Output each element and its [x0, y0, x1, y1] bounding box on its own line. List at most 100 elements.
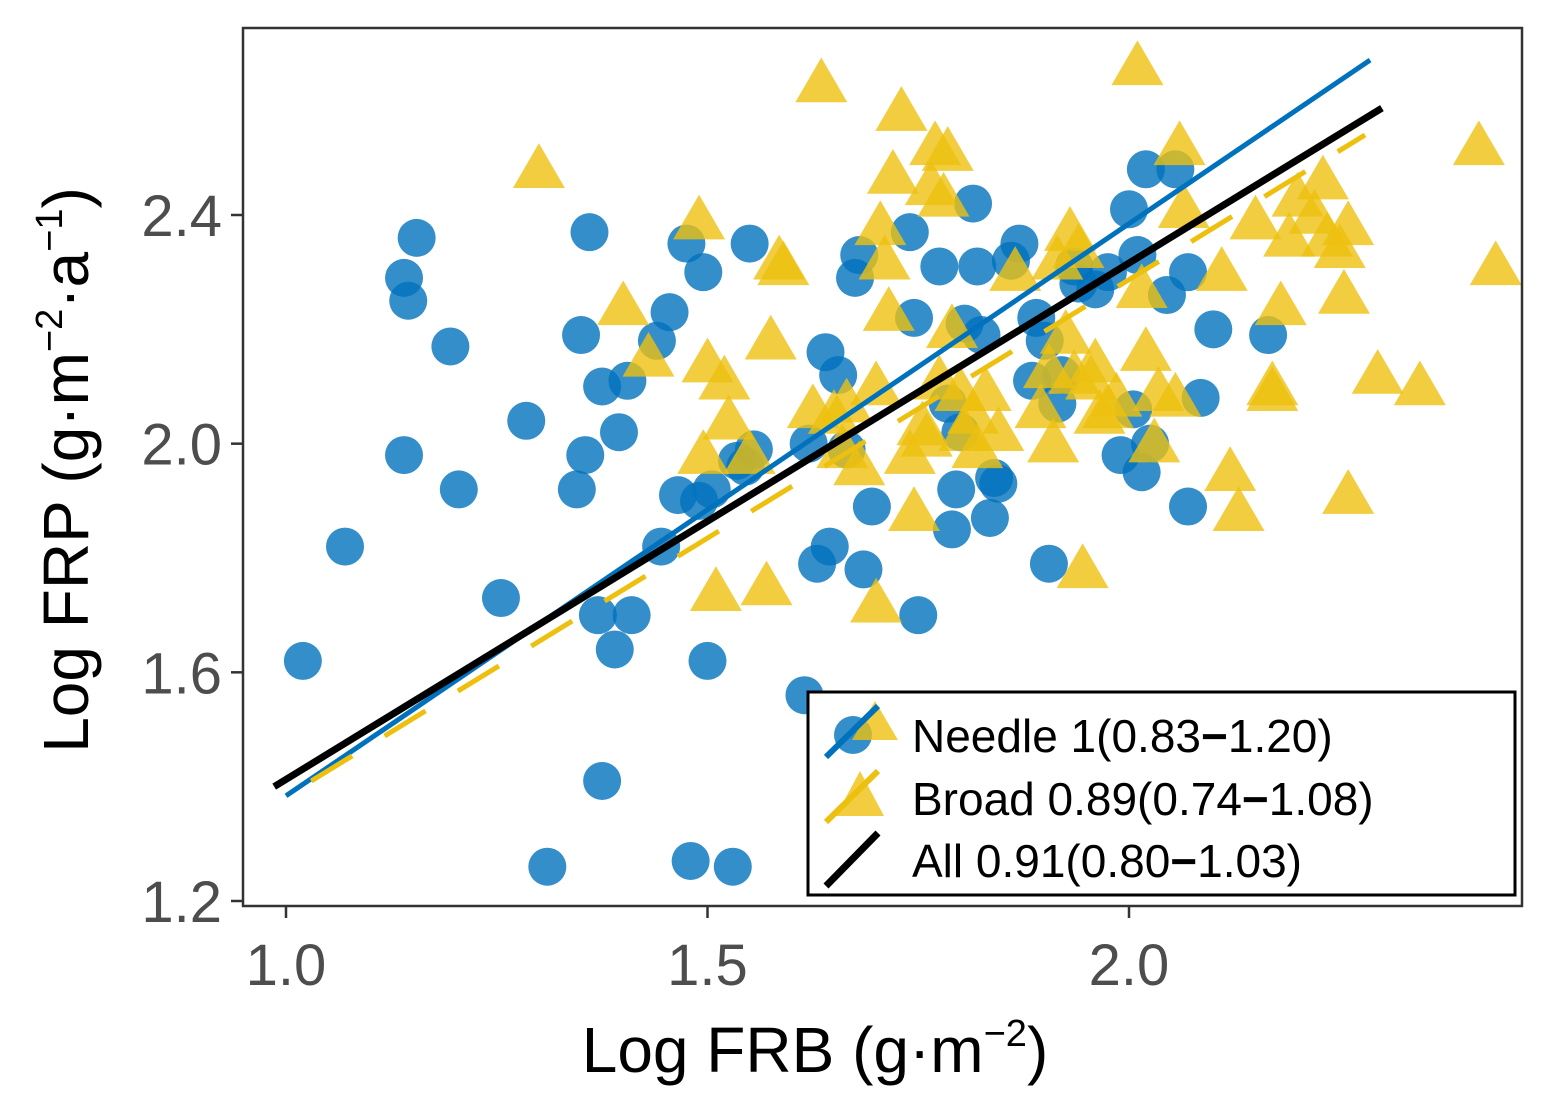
legend-item-broad: Broad 0.89(0.74−1.08) [823, 768, 1374, 825]
needle-point [932, 510, 971, 549]
needle-point [283, 641, 322, 680]
broad-point [698, 354, 751, 400]
y-axis-title-superscript-1: −2 [29, 309, 71, 352]
broad-point [757, 240, 810, 286]
broad-point [1452, 120, 1505, 166]
legend-broad-dash: − [1242, 773, 1269, 825]
needle-point [595, 630, 634, 669]
broad-point [1229, 194, 1282, 240]
needle-point [566, 436, 605, 475]
points-layer [283, 40, 1522, 886]
needle-point [979, 464, 1018, 503]
broad-point [850, 577, 903, 623]
broad-point [673, 194, 726, 240]
broad-point [921, 126, 974, 171]
broad-point [1090, 371, 1143, 417]
x-tick-label: 1.0 [246, 933, 327, 998]
y-tick-label: 2.0 [141, 413, 222, 478]
needle-point [562, 316, 601, 355]
x-axis-title-end: ) [1027, 1014, 1048, 1086]
broad-point [702, 394, 755, 440]
legend-broad-label-a: Broad 0.89(0.74 [912, 773, 1242, 825]
y-axis-title: Log FRP (g·m−2·a−1) [29, 187, 102, 753]
legend-needle-line-icon [823, 703, 881, 760]
x-axis-title: Log FRB (g·m−2) [582, 1013, 1049, 1086]
plot-panel-border [241, 26, 1524, 908]
broad-point [1195, 246, 1248, 291]
broad-point [795, 57, 848, 103]
broad-point [959, 366, 1012, 411]
broad-point [1128, 417, 1181, 463]
legend-broad-label: Broad 0.89(0.74−1.08) [912, 773, 1374, 825]
needle-point [958, 247, 997, 286]
needle-point [692, 470, 731, 509]
needle-point [1169, 253, 1208, 292]
needle-point [1000, 224, 1039, 263]
needle-point [844, 550, 883, 589]
broad-point [1204, 446, 1257, 491]
broad-point [1027, 417, 1080, 463]
needle-point [899, 596, 938, 635]
needle-point [326, 527, 365, 566]
broad-point [1254, 280, 1307, 326]
broad-point [1056, 543, 1109, 589]
x-axis-title-superscript: −2 [984, 1013, 1027, 1055]
all-fit-line [272, 105, 1384, 790]
needle-point [612, 596, 651, 635]
broad-point [677, 429, 730, 474]
needle-point [481, 579, 520, 618]
broad-point [1149, 371, 1202, 417]
needle-point [1126, 150, 1165, 189]
legend-broad-triangle-icon [836, 771, 884, 816]
broad-point [947, 389, 1000, 434]
needle-point [688, 641, 727, 680]
legend-needle-label-a: Needle 1(0.83 [912, 710, 1201, 762]
broad-point [1069, 337, 1122, 383]
broad-point [1246, 366, 1299, 411]
y-axis-title-mid: ·a [30, 251, 102, 308]
y-axis: 1.2 1.6 2.0 2.4 [141, 184, 243, 935]
broad-point [989, 246, 1042, 291]
x-axis: 1.0 1.5 2.0 [246, 906, 1169, 998]
needle-point [810, 527, 849, 566]
broad-point [1014, 383, 1067, 429]
legend-needle-label: Needle 1(0.83−1.20) [912, 710, 1333, 762]
broad-point [1296, 154, 1349, 200]
broad-fit-line [309, 132, 1367, 784]
x-axis-title-main: Log FRB (g·m [582, 1014, 984, 1086]
broad-point [1119, 326, 1172, 371]
broad-point [744, 314, 797, 360]
broad-point [1115, 263, 1168, 309]
needle-point [439, 470, 478, 509]
broad-point [900, 411, 953, 457]
y-axis-title-main: Log FRP (g·m [30, 352, 102, 753]
broad-point [875, 86, 928, 131]
legend-needle-label-b: 1.20) [1228, 710, 1333, 762]
broad-point [1469, 240, 1522, 286]
needle-point [684, 253, 723, 292]
fit-lines-layer [272, 58, 1384, 798]
broad-point [854, 200, 907, 246]
needle-point [671, 841, 710, 880]
broad-point [1263, 211, 1316, 257]
needle-point [385, 436, 424, 475]
needle-point [557, 470, 596, 509]
needle-point [528, 847, 567, 886]
broad-point [622, 331, 675, 377]
y-tick-label: 1.6 [141, 641, 222, 706]
broad-point [1039, 309, 1092, 354]
needle-point [570, 213, 609, 252]
broad-point [1157, 183, 1210, 229]
legend: Needle 1(0.83−1.20) Broad 0.89(0.74−1.08… [806, 690, 1517, 897]
needle-point [431, 327, 470, 366]
legend-item-needle: Needle 1(0.83−1.20) [823, 701, 1333, 762]
needle-point [920, 247, 959, 286]
broad-point [917, 171, 970, 217]
legend-needle-dash: − [1201, 710, 1228, 762]
legend-all-label-a: All 0.91(0.80 [912, 835, 1170, 887]
broad-point [1351, 349, 1404, 394]
broad-point [1317, 269, 1370, 314]
needle-point [650, 293, 689, 332]
needle-fit-line [284, 58, 1372, 798]
